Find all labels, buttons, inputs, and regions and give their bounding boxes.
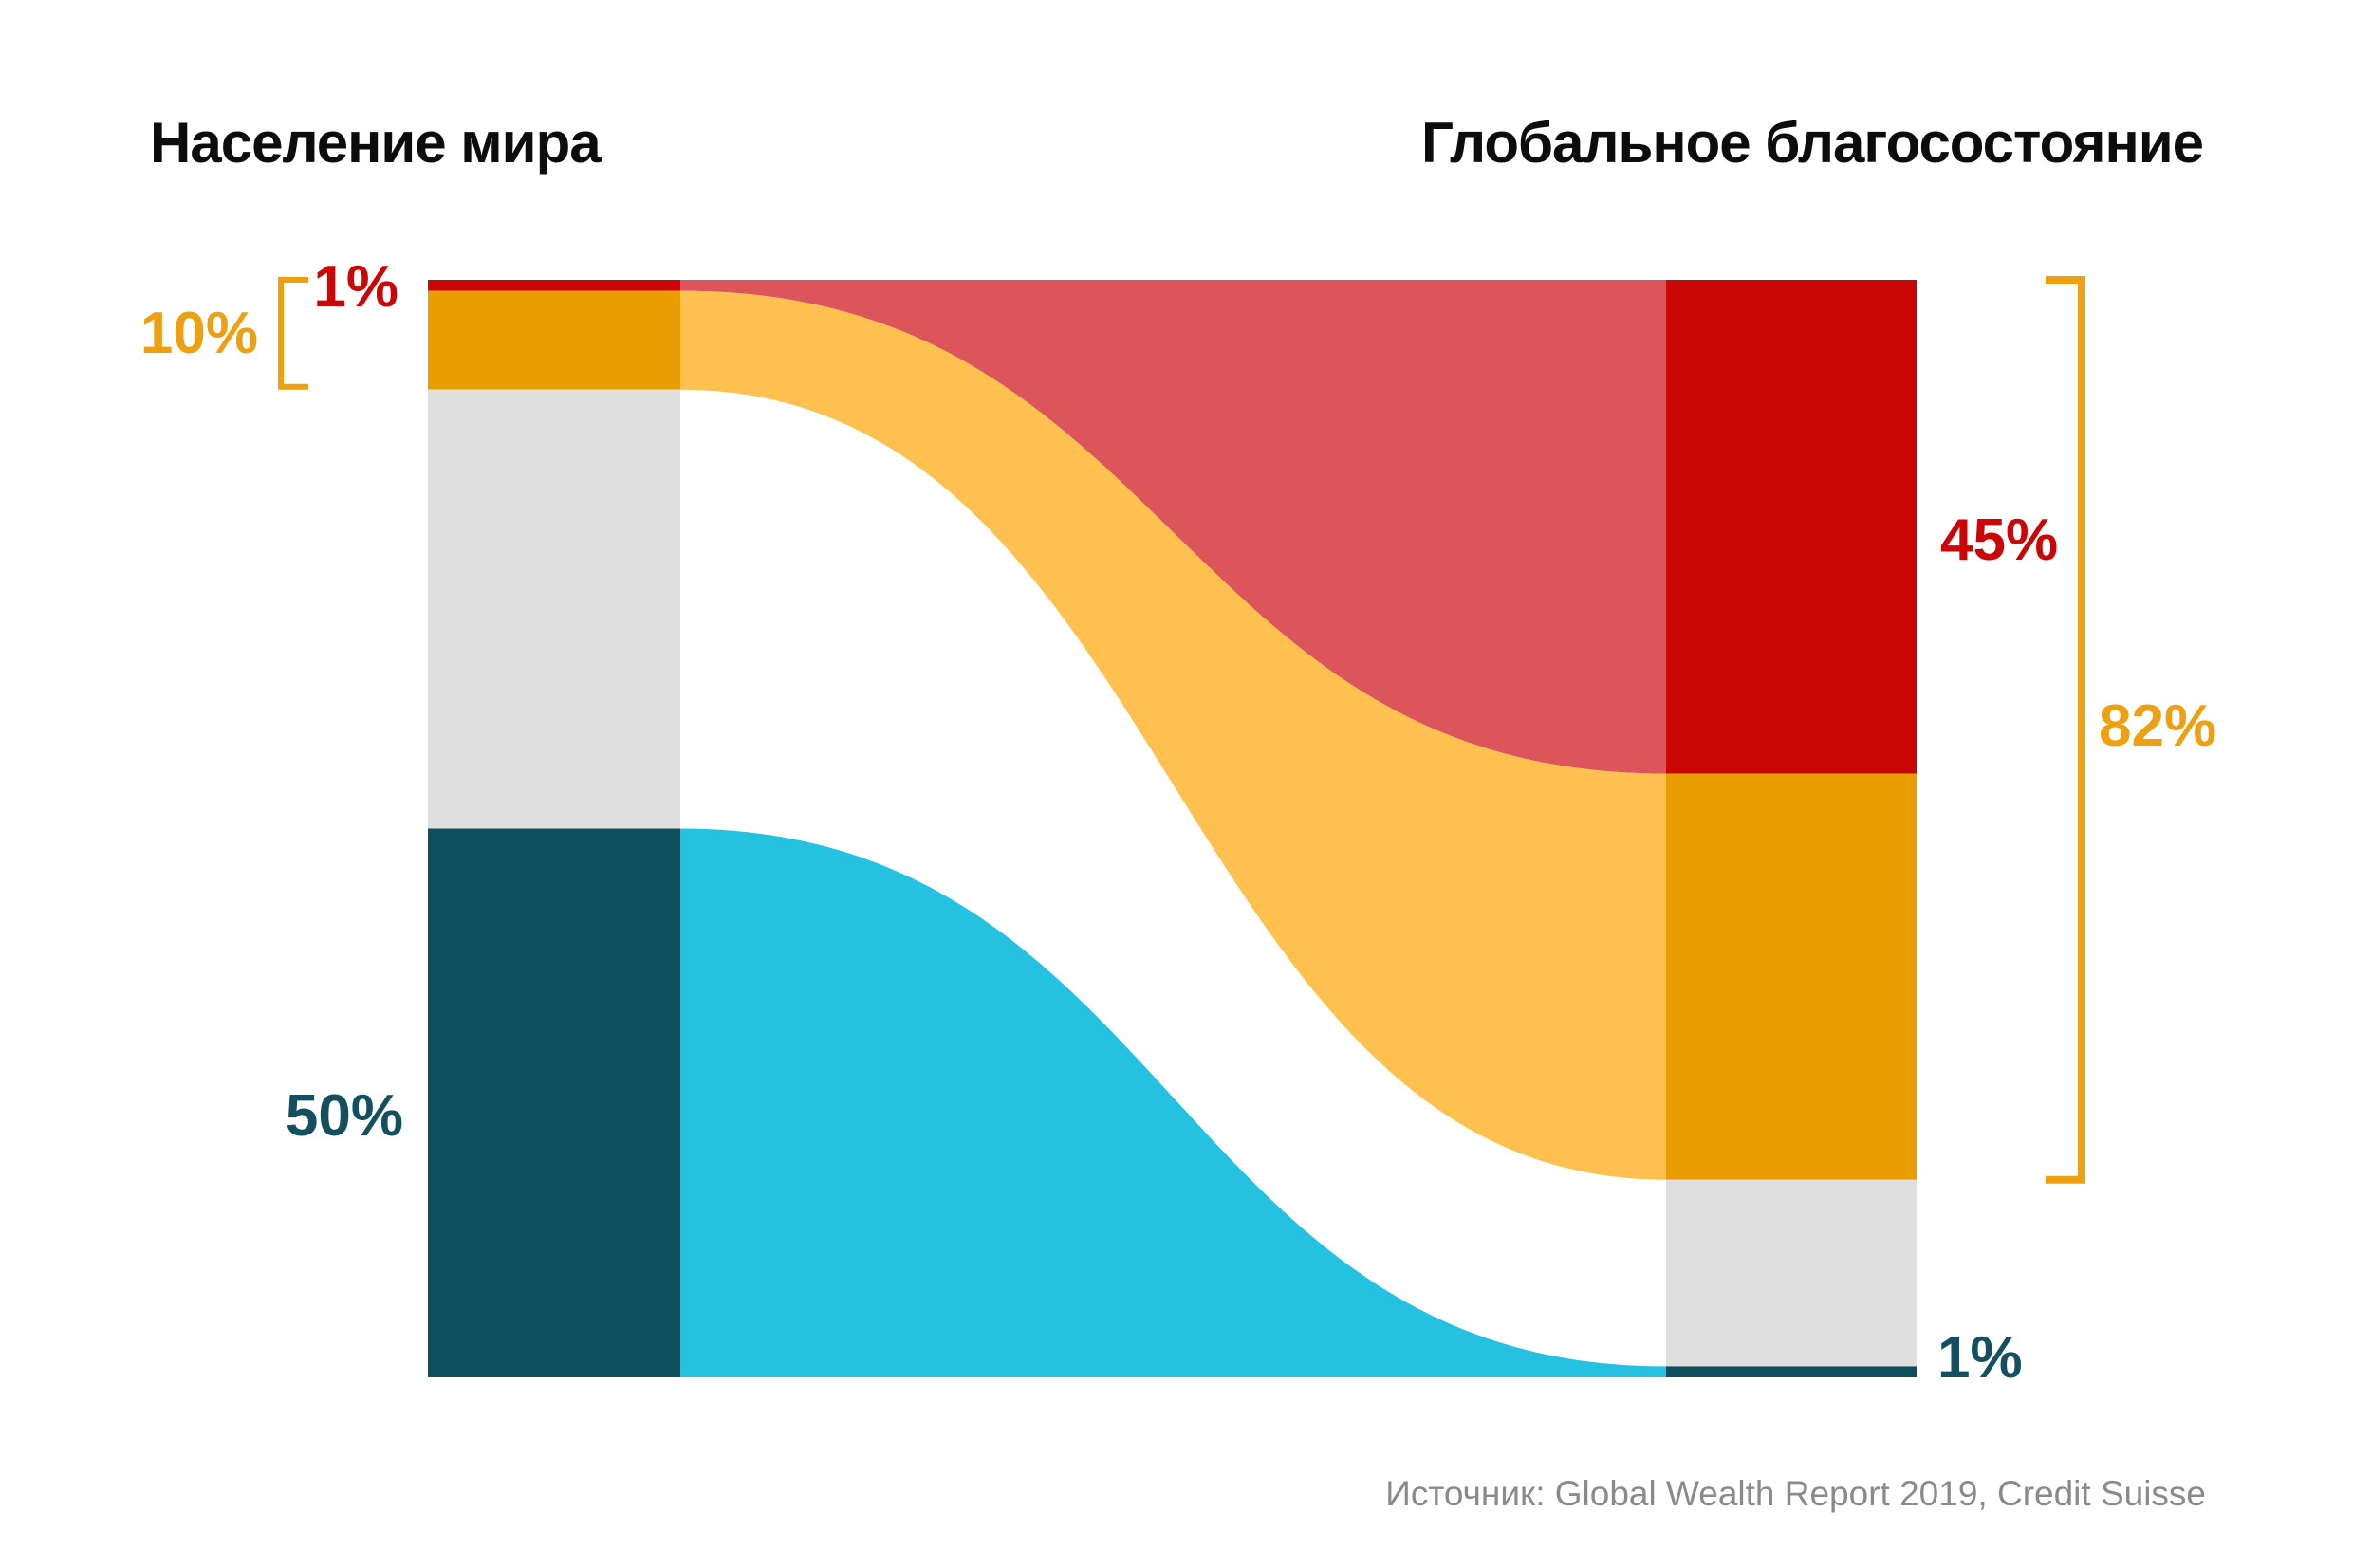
population-node-top-1-percent xyxy=(428,280,680,291)
label-right-82-percent: 82% xyxy=(2099,693,2217,759)
label-left-bottom50-percent: 50% xyxy=(285,1083,403,1149)
column-title-population: Население мира xyxy=(150,111,602,175)
source-credit: Источник: Global Wealth Report 2019, Cre… xyxy=(1385,1474,2206,1513)
bracket-left-top10 xyxy=(278,277,308,390)
label-left-top10-percent: 10% xyxy=(139,301,258,366)
flow-next-9-percent xyxy=(680,290,1666,1180)
bracket-right-top10-wealth xyxy=(2046,276,2085,1184)
wealth-node-middle-40-percent xyxy=(1666,1179,1917,1367)
label-left-top1-percent: 1% xyxy=(313,254,398,320)
label-right-1-percent: 1% xyxy=(1937,1325,2023,1391)
flow-bottom-50-percent xyxy=(680,828,1666,1377)
population-node-next-9-percent xyxy=(428,290,680,390)
population-node-middle-40-percent xyxy=(428,389,680,829)
population-node-bottom-50-percent xyxy=(428,828,680,1377)
label-right-45-percent: 45% xyxy=(1940,507,2059,573)
wealth-node-next-9-percent xyxy=(1666,773,1917,1180)
wealth-node-bottom-50-percent xyxy=(1666,1366,1917,1377)
wealth-node-top-1-percent xyxy=(1666,280,1917,774)
flow-top-1-percent xyxy=(680,280,1666,774)
column-title-wealth: Глобальное благосостояние xyxy=(1420,111,2204,175)
